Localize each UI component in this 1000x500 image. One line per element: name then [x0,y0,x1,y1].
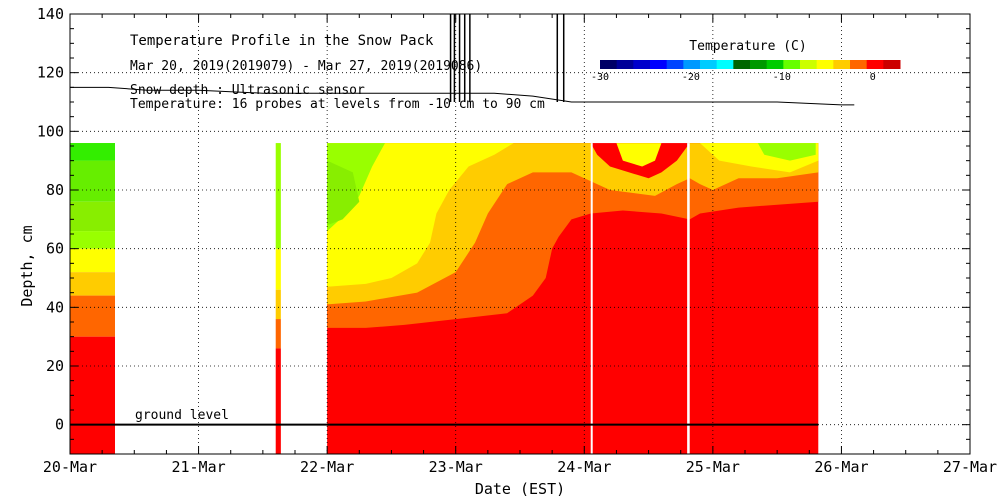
heat-yellow-patch-a [616,143,662,167]
x-tick-label-26-Mar: 26-Mar [814,458,868,476]
heat-gap-1 [687,143,690,455]
colorbar-title: Temperature (C) [689,39,806,54]
x-tick-label-25-Mar: 25-Mar [686,458,740,476]
colorbar-cell-15 [850,60,868,69]
y-axis-title: Depth, cm [18,225,36,306]
colorbar-cell-6 [700,60,718,69]
heat-gap-0 [590,143,593,455]
colorbar-cell-8 [733,60,751,69]
heatmap-layer [70,143,819,455]
grid-lines [70,14,970,454]
y-tick-label-140: 140 [37,5,64,23]
heat-cell-left-6 [70,295,115,337]
colorbar-cell-9 [750,60,768,69]
x-tick-label-22-Mar: 22-Mar [300,458,354,476]
heat-green-core [327,160,360,226]
snow-depth-polyline [70,86,855,106]
heat-yellow-region [327,143,514,287]
colorbar-cell-1 [616,60,634,69]
heat-green-patch [757,143,816,161]
heat-cell-left-1 [70,160,115,202]
colorbar-cell-16 [866,60,884,69]
x-tick-label-20-Mar: 20-Mar [43,458,97,476]
colorbar-tick-label--10: -10 [773,72,791,83]
y-tick-label-80: 80 [46,181,64,199]
x-tick-label-24-Mar: 24-Mar [557,458,611,476]
y-tick-label-120: 120 [37,64,64,82]
heat-strip-1 [275,248,281,290]
heat-cell-left-7 [70,336,115,454]
colorbar-cell-13 [816,60,834,69]
y-tick-label-100: 100 [37,122,64,140]
axis-ticks: 20-Mar 21-Mar 22-Mar 23-Mar 24-Mar 25-Mar 26-M… [37,5,997,476]
y-tick-label-40: 40 [46,298,64,316]
y-tick-label-0: 0 [55,416,64,434]
colorbar-cell-17 [883,60,901,69]
snow-note: Snow depth : Ultrasonic sensor [130,83,365,98]
colorbar-cell-11 [783,60,801,69]
heat-cell-left-5 [70,272,115,296]
colorbar-cell-12 [800,60,818,69]
snow-depth-line [70,14,855,106]
colorbar-tick-label--20: -20 [682,72,700,83]
colorbar-cell-14 [833,60,851,69]
colorbar-cell-3 [650,60,668,69]
colorbar-cell-7 [716,60,734,69]
colorbar-tick-label-0: 0 [870,72,876,83]
chart-subtitle: Mar 20, 2019(2019079) - Mar 27, 2019(201… [130,59,482,74]
heat-cell-left-top [70,143,115,161]
colorbar-cell-10 [766,60,784,69]
x-tick-label-21-Mar: 21-Mar [171,458,225,476]
colorbar-cell-4 [666,60,684,69]
heat-cell-left-2 [70,201,115,232]
heat-strip-0 [275,143,281,249]
x-tick-label-23-Mar: 23-Mar [429,458,483,476]
colorbar: Temperature (C) -30 -20 -10 0 [591,39,901,83]
heat-cell-left-4 [70,248,115,273]
ground-level-label: ground level [135,408,229,423]
heat-cell-left-3 [70,231,115,249]
colorbar-cell-2 [633,60,651,69]
x-tick-label-27-Mar: 27-Mar [943,458,997,476]
y-tick-label-20: 20 [46,357,64,375]
heat-strip-3 [275,319,281,349]
x-axis-title: Date (EST) [475,480,565,498]
colorbar-tick-label--30: -30 [591,72,609,83]
colorbar-cell-0 [600,60,618,69]
chart-title: Temperature Profile in the Snow Pack [130,33,434,49]
colorbar-cell-5 [683,60,701,69]
y-tick-label-60: 60 [46,240,64,258]
heat-strip-4 [275,348,281,454]
heat-strip-2 [275,289,281,320]
temperature-note: Temperature: 16 probes at levels from -1… [130,97,545,112]
